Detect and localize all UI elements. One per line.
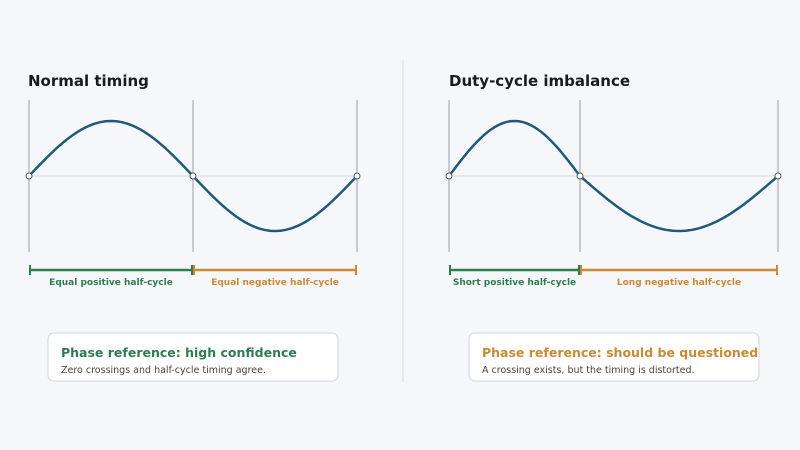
panel-title: Duty-cycle imbalance xyxy=(449,72,630,90)
zero-crossing xyxy=(189,172,197,180)
callout-heading: Phase reference: should be questioned xyxy=(482,345,758,360)
zero-crossing xyxy=(353,172,361,180)
negative-half-label: Long negative half-cycle xyxy=(617,278,741,288)
zero-crossing xyxy=(25,172,33,180)
callout-text: Zero crossings and half-cycle timing agr… xyxy=(61,365,266,376)
zero-crossing xyxy=(445,172,453,180)
positive-half-label: Short positive half-cycle xyxy=(453,278,576,288)
panels: Normal timing Equal positive half-cycle Eq… xyxy=(25,72,782,382)
zero-crossing xyxy=(576,172,584,180)
zero-crossing xyxy=(774,172,782,180)
panel-title: Normal timing xyxy=(28,72,149,90)
negative-half-label: Equal negative half-cycle xyxy=(211,278,339,288)
callout-box xyxy=(468,332,760,382)
callout-box xyxy=(47,332,339,382)
callout-text: A crossing exists, but the timing is dis… xyxy=(482,365,695,376)
callout-heading: Phase reference: high confidence xyxy=(61,345,297,360)
positive-half-label: Equal positive half-cycle xyxy=(49,278,173,288)
